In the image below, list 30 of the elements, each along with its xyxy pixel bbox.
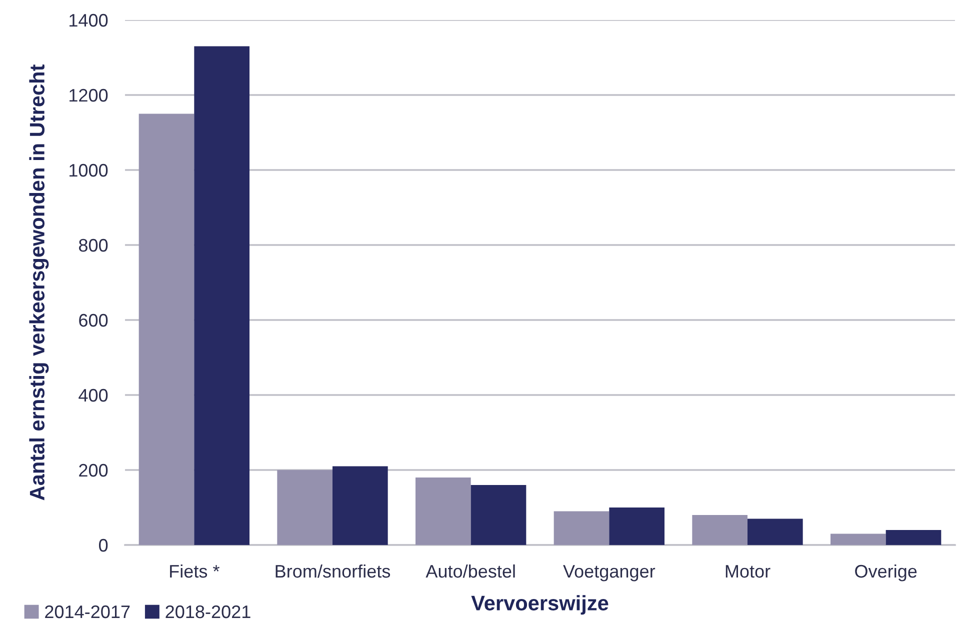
x-tick-label: Fiets * [170, 564, 220, 578]
legend-label: 2018-2021 [166, 605, 250, 618]
bar [138, 114, 194, 545]
y-tick-label: 800 [78, 238, 108, 252]
bar [470, 485, 526, 545]
bar [609, 508, 664, 545]
y-tick-label: 0 [99, 538, 108, 552]
bar [332, 466, 388, 545]
y-tick-label: 200 [79, 464, 108, 477]
bar [416, 478, 471, 545]
y-tick-label: 400 [78, 388, 108, 402]
x-tick-label: Brom/snorfiets [276, 564, 390, 578]
x-tick-label: Voetganger [563, 565, 656, 582]
x-tick-label: Auto/bestel [426, 564, 515, 578]
x-axis-title: Vervoerswijze [471, 595, 608, 615]
y-tick-label: 600 [79, 314, 108, 327]
y-tick-label: 1400 [70, 14, 108, 27]
bar [194, 46, 250, 545]
bar [277, 470, 332, 545]
legend-label: 2014-2017 [45, 605, 130, 618]
y-tick-label: 1000 [70, 164, 108, 177]
x-tick-label: Motor [726, 565, 770, 578]
x-tick-label: Overige [855, 564, 917, 582]
y-axis-title: Aantal ernstig verkeersgewonden in Utrecht [29, 64, 49, 500]
bar [830, 534, 886, 545]
bar [886, 530, 942, 545]
bar [554, 511, 610, 545]
bar [692, 515, 748, 545]
y-tick-label: 1200 [70, 88, 108, 102]
bar [748, 518, 803, 545]
